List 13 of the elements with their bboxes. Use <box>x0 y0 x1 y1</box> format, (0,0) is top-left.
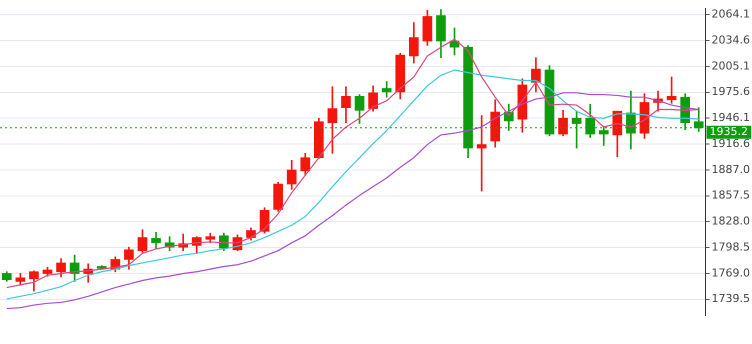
y-tick-label: 1798.5 <box>712 240 750 254</box>
y-tick-label: 1828.0 <box>712 214 750 228</box>
y-tick-label: 1857.5 <box>712 188 750 202</box>
y-tick-label: 1975.6 <box>712 85 750 98</box>
y-tick-label: 2034.6 <box>712 33 750 46</box>
y-tick-label: 1887.0 <box>712 162 750 176</box>
y-tick-label: 1916.6 <box>712 136 750 150</box>
y-tick-label: 2005.1 <box>712 59 750 72</box>
ref-line-label: 1935.2 <box>710 125 748 138</box>
y-tick-label: 1946.1 <box>712 111 750 124</box>
y-tick-label: 1769.0 <box>712 266 750 280</box>
y-tick-label: 2064.1 <box>712 8 750 21</box>
y-tick-label: 1739.5 <box>712 292 750 306</box>
